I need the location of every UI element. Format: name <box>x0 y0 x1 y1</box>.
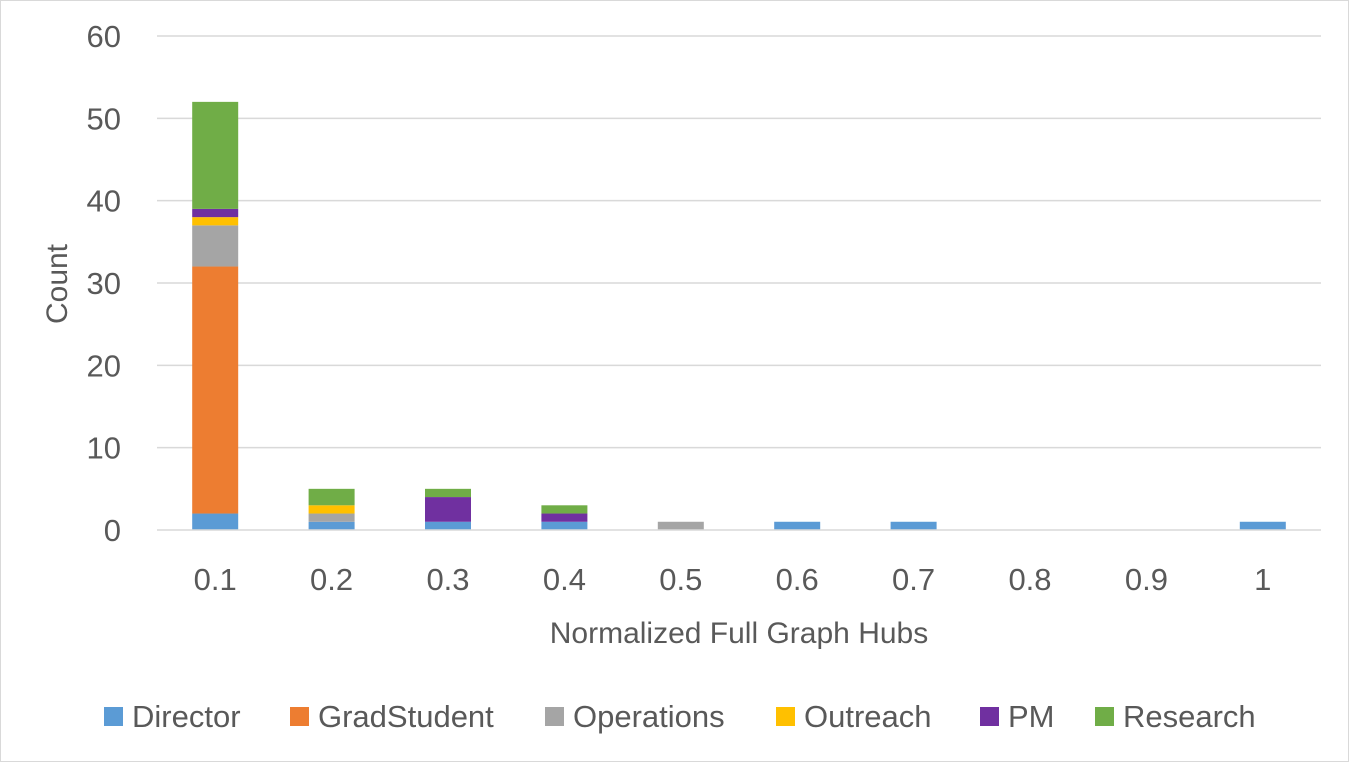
legend-label-gradstudent: GradStudent <box>318 699 494 734</box>
bar-segment-research <box>425 488 471 498</box>
x-tick-label: 0.1 <box>194 562 237 597</box>
bar-segment-director <box>774 521 821 530</box>
y-tick-labels: 0 10 20 30 40 50 60 <box>87 19 121 548</box>
bar-segment-director <box>890 521 937 530</box>
legend-swatch-pm <box>980 707 999 726</box>
legend-label-pm: PM <box>1008 699 1055 734</box>
y-tick-label: 60 <box>87 19 121 54</box>
bar-segment-research <box>192 101 239 209</box>
bar-segment-pm <box>541 513 588 522</box>
x-tick-label: 0.9 <box>1125 562 1168 597</box>
bars <box>192 101 1286 530</box>
y-tick-label: 30 <box>87 266 121 301</box>
legend-swatch-director <box>104 707 123 726</box>
y-axis-title: Count <box>41 243 74 324</box>
legend: Director GradStudent Operations Outreach PM R… <box>104 699 1256 734</box>
legend-label-operations: Operations <box>573 699 725 734</box>
legend-label-research: Research <box>1123 699 1256 734</box>
bar-segment-operations <box>192 225 239 267</box>
bar-segment-operations <box>657 521 704 530</box>
y-tick-label: 50 <box>87 101 121 136</box>
y-tick-label: 10 <box>87 431 121 466</box>
legend-swatch-outreach <box>776 707 795 726</box>
bar-segment-gradstudent <box>192 266 239 514</box>
x-tick-label: 0.7 <box>892 562 935 597</box>
x-tick-label: 0.6 <box>776 562 819 597</box>
gridlines <box>157 35 1321 449</box>
legend-swatch-gradstudent <box>290 707 309 726</box>
y-tick-label: 0 <box>104 513 121 548</box>
bar-segment-director <box>192 513 239 530</box>
bar-segment-pm <box>425 497 471 522</box>
x-tick-label: 1 <box>1254 562 1271 597</box>
legend-swatch-research <box>1095 707 1114 726</box>
x-tick-label: 0.3 <box>426 562 469 597</box>
bar-segment-director <box>425 521 471 530</box>
y-tick-label: 20 <box>87 348 121 383</box>
bar-segment-research <box>541 505 588 514</box>
x-tick-labels: 0.1 0.2 0.3 0.4 0.5 0.6 0.7 0.8 0.9 1 <box>194 562 1272 597</box>
y-tick-label: 40 <box>87 184 121 219</box>
bar-segment-outreach <box>192 217 239 226</box>
legend-swatch-operations <box>545 707 564 726</box>
bar-segment-operations <box>308 513 355 522</box>
x-tick-label: 0.2 <box>310 562 353 597</box>
x-tick-label: 0.4 <box>543 562 586 597</box>
bar-segment-director <box>541 521 588 530</box>
x-tick-label: 0.8 <box>1008 562 1051 597</box>
x-axis-title: Normalized Full Graph Hubs <box>550 617 928 650</box>
bar-segment-research <box>308 488 355 506</box>
bar-segment-outreach <box>308 505 355 514</box>
bar-segment-pm <box>192 208 239 218</box>
bar-segment-director <box>308 521 355 530</box>
x-tick-label: 0.5 <box>659 562 702 597</box>
bar-segment-director <box>1239 521 1286 530</box>
legend-label-director: Director <box>132 699 241 734</box>
legend-label-outreach: Outreach <box>804 699 932 734</box>
